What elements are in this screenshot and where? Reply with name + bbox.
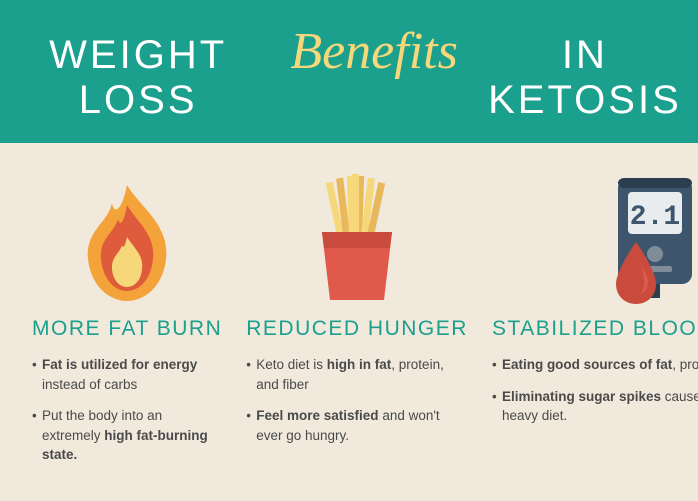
glucometer-reading: 2.1 [629, 202, 679, 233]
header-part1: WEIGHT LOSS [0, 33, 276, 123]
bullet-item: Put the body into an extremely high fat-… [32, 406, 222, 465]
bullet-list: Eating good sources of fat, protein, and… [492, 355, 698, 438]
header-banner: WEIGHT LOSS Benefits IN KETOSIS [0, 0, 698, 143]
column-fat-burn: MORE FAT BURN Fat is utilized for energy… [32, 167, 222, 477]
bullet-list: Fat is utilized for energy instead of ca… [32, 355, 222, 477]
column-hunger: REDUCED HUNGER Keto diet is high in fat,… [246, 167, 468, 477]
column-title: STABILIZED BLOOD SUGAR [492, 317, 698, 341]
columns-container: MORE FAT BURN Fat is utilized for energy… [0, 143, 698, 477]
bullet-item: Feel more satisfied and won't ever go hu… [246, 406, 468, 445]
bullet-item: Keto diet is high in fat, protein, and f… [246, 355, 468, 394]
header-script: Benefits [290, 22, 458, 81]
fries-icon [246, 167, 468, 317]
column-title: MORE FAT BURN [32, 317, 222, 341]
flame-icon [32, 167, 222, 317]
header-part2: IN KETOSIS [472, 33, 698, 123]
column-blood-sugar: 2.1 STABILIZED BLOOD SUGAR Eating good s… [492, 167, 698, 477]
bullet-item: Eliminating sugar spikes caused by acarb… [492, 387, 698, 426]
glucometer-icon: 2.1 [492, 167, 698, 317]
bullet-list: Keto diet is high in fat, protein, and f… [246, 355, 468, 457]
column-title: REDUCED HUNGER [246, 317, 468, 341]
bullet-item: Eating good sources of fat, protein, and… [492, 355, 698, 375]
header-title: WEIGHT LOSS Benefits IN KETOSIS [0, 22, 698, 123]
bullet-item: Fat is utilized for energy instead of ca… [32, 355, 222, 394]
